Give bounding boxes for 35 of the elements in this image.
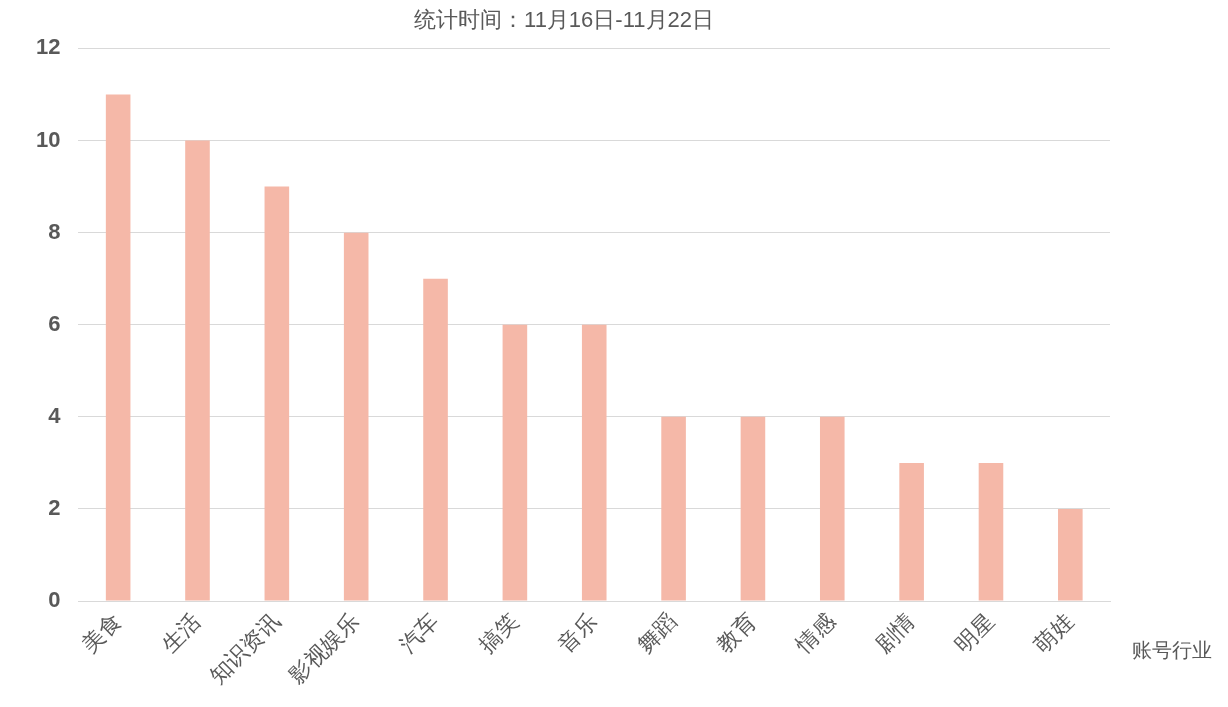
x-tick-label: 美食 — [77, 608, 126, 658]
x-tick-label: 萌娃 — [1029, 608, 1079, 658]
x-axis-title: 账号行业 — [1132, 638, 1212, 661]
x-tick-label: 情感 — [790, 608, 841, 659]
y-tick-label: 4 — [48, 402, 62, 428]
bar — [185, 140, 210, 601]
x-tick-label: 汽车 — [394, 608, 444, 658]
bar — [661, 416, 686, 601]
y-tick-label: 0 — [48, 587, 61, 613]
x-tick-label: 搞笑 — [473, 608, 523, 658]
bar — [899, 462, 924, 601]
bar — [581, 324, 607, 601]
bar — [264, 186, 290, 601]
bar — [502, 324, 528, 601]
bar — [1058, 508, 1083, 601]
bar — [740, 416, 766, 601]
x-tick-label: 生活 — [156, 608, 206, 658]
y-tick-label: 2 — [48, 495, 61, 521]
chart-title: 统计时间：11月16日-11月22日 — [414, 7, 714, 33]
x-tick-label: 明星 — [950, 608, 999, 658]
x-tick-label: 剧情 — [870, 608, 920, 658]
bar — [819, 416, 845, 601]
bar — [423, 278, 448, 601]
y-tick-label: 6 — [48, 310, 61, 336]
y-tick-label: 12 — [35, 34, 61, 60]
bar — [105, 94, 131, 601]
bar — [343, 232, 369, 601]
x-tick-label: 舞蹈 — [632, 608, 682, 658]
y-tick-label: 8 — [48, 218, 61, 244]
x-tick-label: 知识资讯 — [204, 608, 285, 689]
bar — [978, 462, 1004, 601]
y-tick-label: 10 — [35, 126, 61, 152]
x-tick-label: 教育 — [711, 608, 761, 658]
x-tick-label: 影视娱乐 — [284, 608, 365, 689]
x-tick-label: 音乐 — [553, 608, 603, 658]
